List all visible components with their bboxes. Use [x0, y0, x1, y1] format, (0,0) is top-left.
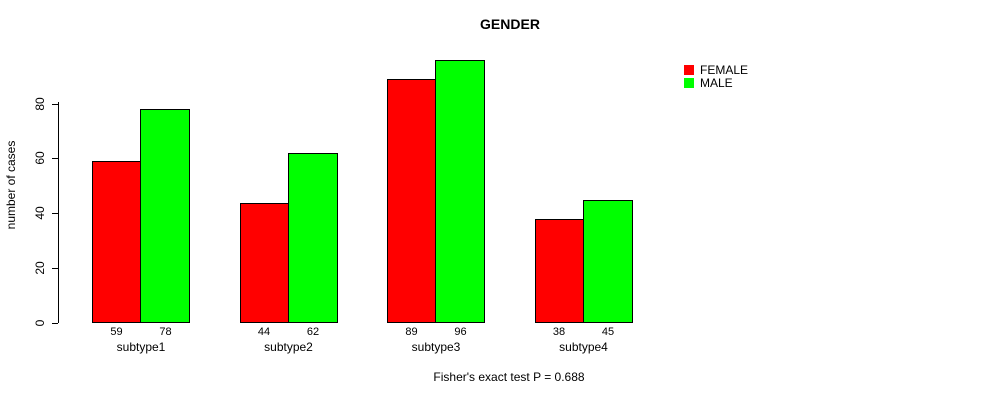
legend: FEMALE MALE — [684, 62, 749, 90]
y-axis-tick-label: 20 — [33, 261, 47, 275]
legend-item-male: MALE — [684, 75, 748, 90]
annotation-fisher-test: Fisher's exact test P = 0.688 — [433, 370, 585, 384]
category-label-subtype3: subtype3 — [411, 340, 461, 354]
y-axis-tick — [52, 267, 58, 269]
bar-value-label: 62 — [306, 326, 320, 338]
bar-male-subtype3 — [435, 60, 485, 323]
bar-value-label: 96 — [454, 326, 467, 338]
y-axis-tick-label: 60 — [33, 151, 47, 165]
bar-value-label: 38 — [552, 326, 566, 338]
y-axis-tick-label: 40 — [33, 206, 47, 220]
bar-female-subtype2 — [239, 202, 289, 323]
category-label-subtype1: subtype1 — [116, 340, 166, 354]
legend-color-swatch — [684, 77, 694, 88]
y-axis-tick — [52, 158, 58, 160]
legend-label: MALE — [700, 75, 733, 90]
legend-item-female: FEMALE — [684, 62, 749, 77]
y-axis-tick — [52, 103, 58, 105]
chart-title: GENDER — [480, 16, 540, 32]
category-label-subtype4: subtype4 — [559, 340, 608, 354]
bar-value-label: 59 — [110, 326, 123, 338]
bar-male-subtype4 — [582, 199, 633, 323]
bar-female-subtype4 — [534, 218, 584, 323]
y-axis-tick — [52, 322, 58, 324]
category-label-subtype2: subtype2 — [264, 340, 313, 354]
bar-value-label: 44 — [257, 326, 271, 338]
y-axis-tick-label: 80 — [33, 96, 47, 111]
bar-male-subtype2 — [287, 153, 338, 323]
y-axis-tick-label: 0 — [33, 319, 47, 326]
legend-label: FEMALE — [700, 62, 749, 77]
legend-color-swatch — [684, 64, 694, 75]
bar-female-subtype3 — [387, 79, 436, 323]
bar-value-label: 45 — [601, 326, 615, 338]
bar-male-subtype1 — [140, 109, 190, 323]
bar-female-subtype1 — [92, 161, 141, 323]
y-axis-tick — [52, 213, 58, 214]
bar-value-label: 78 — [159, 326, 172, 338]
bar-value-label: 89 — [405, 326, 418, 338]
y-axis-line — [58, 102, 59, 323]
